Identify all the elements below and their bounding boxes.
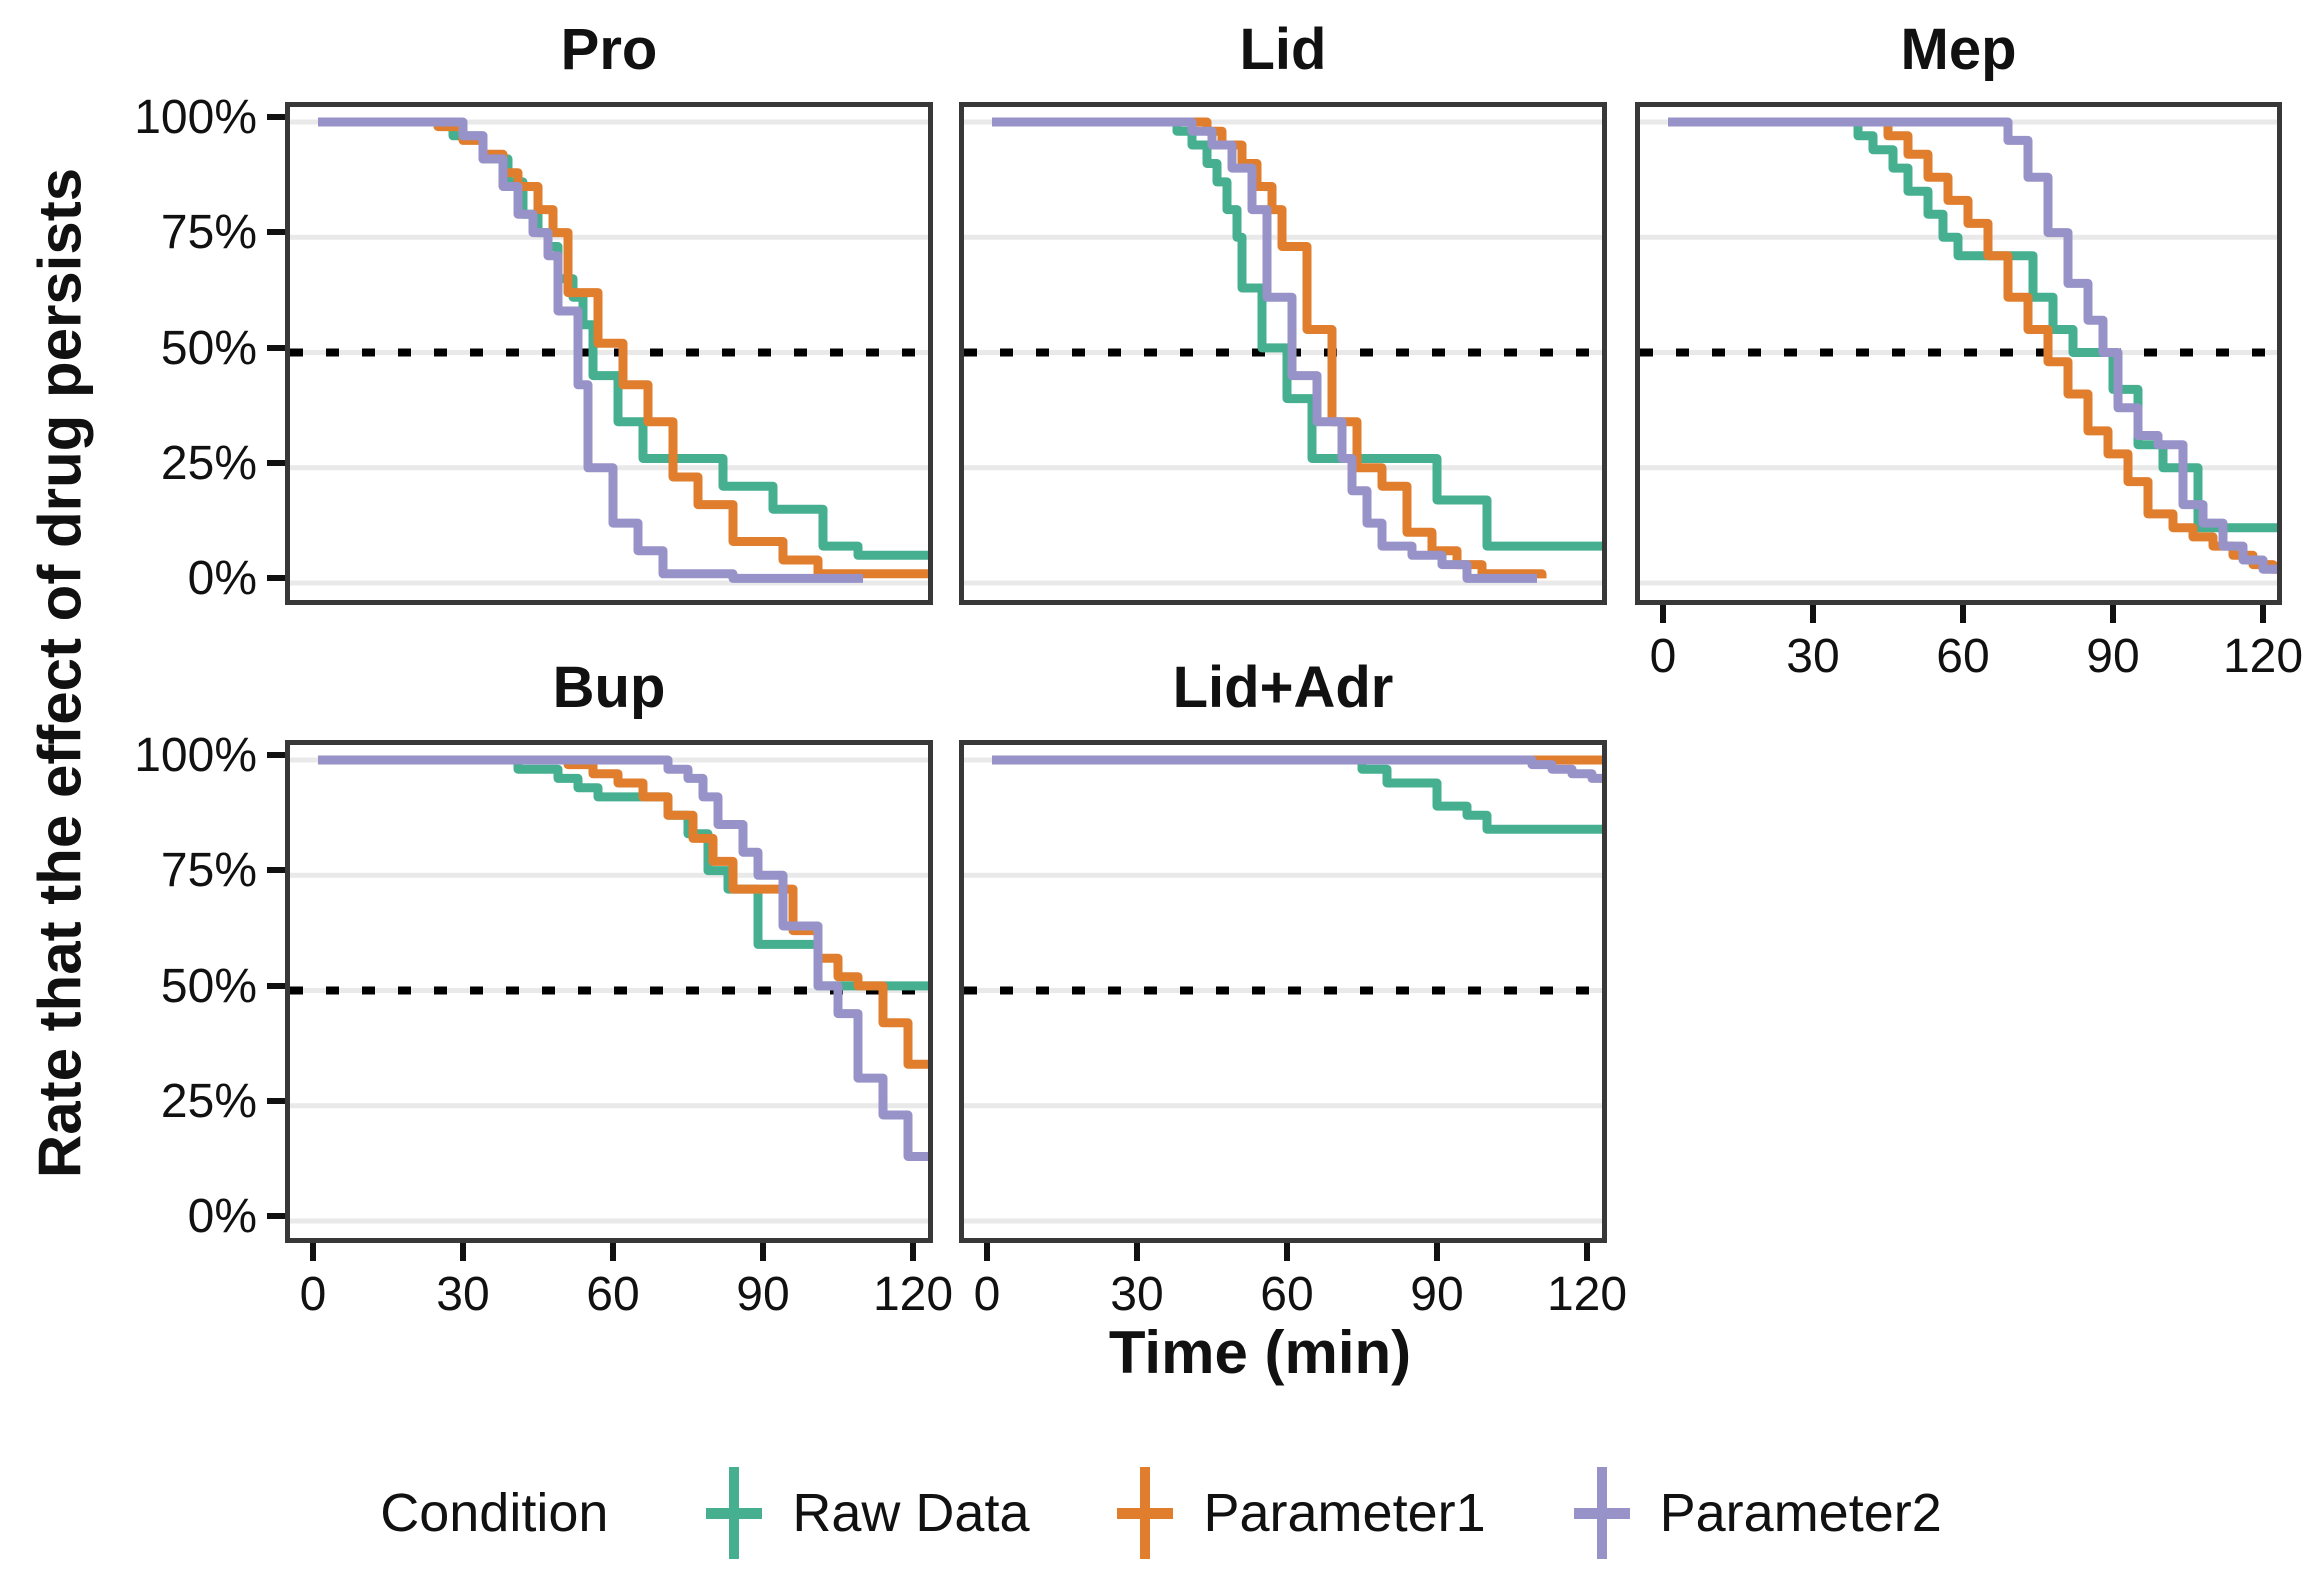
facet-title-pro: Pro <box>560 17 658 82</box>
x-tick-label: 30 <box>1786 630 1840 683</box>
y-tick-mark <box>267 752 285 758</box>
y-tick-mark <box>267 575 285 581</box>
legend-label-parameter1: Parameter1 <box>1203 1482 1486 1543</box>
x-tick-mark <box>610 1243 616 1261</box>
y-tick-mark <box>267 867 285 874</box>
legend-title: Condition <box>380 1482 609 1543</box>
parameter1-key-icon <box>1117 1466 1174 1559</box>
curve-parameter2 <box>318 117 863 583</box>
x-tick-label: 90 <box>1410 1268 1464 1321</box>
panel-plot-bup <box>285 740 933 1243</box>
panel-plot-pro <box>285 102 933 605</box>
x-axis-title: Time (min) <box>1108 1319 1412 1386</box>
x-tick-label: 90 <box>736 1268 790 1321</box>
plot-area <box>964 755 1602 1224</box>
legend-entry-raw-data: Raw Data <box>706 1466 1030 1559</box>
y-tick-label: 75% <box>160 844 257 898</box>
x-tick-label: 90 <box>2086 630 2140 683</box>
legend: Condition Raw Data Parameter1 Parameter2 <box>0 1448 2322 1577</box>
y-axis-title-text: Rate that the effect of drug persists <box>26 167 94 1178</box>
curve-parameter1 <box>318 755 928 1069</box>
y-tick-mark <box>267 1097 285 1104</box>
curve-raw-data <box>992 117 1602 551</box>
x-tick-label: 30 <box>1110 1268 1164 1321</box>
panel-plot-lid <box>959 102 1607 605</box>
x-tick-label: 60 <box>586 1268 640 1321</box>
x-tick-mark <box>910 1243 916 1261</box>
curve-raw-data <box>992 755 1602 834</box>
panel-plot-mep <box>1635 102 2282 605</box>
x-tick-mark <box>984 1243 990 1261</box>
plot-area <box>290 117 928 586</box>
curve-parameter2 <box>992 755 1602 783</box>
curve-parameter2 <box>992 117 1537 583</box>
x-tick-mark <box>2110 605 2116 623</box>
x-tick-mark <box>460 1243 466 1261</box>
y-tick-mark <box>267 459 285 466</box>
raw-data-key-icon <box>706 1466 763 1559</box>
x-tick-label: 120 <box>1546 1268 1628 1321</box>
x-tick-mark <box>1660 605 1666 623</box>
y-tick-mark <box>267 982 285 989</box>
y-tick-label: 0% <box>187 552 257 605</box>
y-tick-mark <box>267 1213 285 1219</box>
curve-parameter1 <box>318 117 928 579</box>
plot-area <box>290 755 928 1224</box>
parameter2-key-icon <box>1573 1466 1630 1559</box>
y-tick-mark <box>267 114 285 120</box>
x-tick-label: 60 <box>1936 630 1990 683</box>
x-tick-mark <box>1960 605 1966 623</box>
x-tick-label: 60 <box>1260 1268 1314 1321</box>
plot-area <box>964 117 1602 586</box>
y-tick-mark <box>267 344 285 351</box>
y-tick-label: 25% <box>160 436 257 490</box>
y-tick-label: 50% <box>160 321 257 375</box>
x-tick-mark <box>1434 1243 1440 1261</box>
y-axis-title: Rate that the effect of drug persists <box>0 102 120 1243</box>
x-tick-label: 120 <box>2222 630 2304 683</box>
x-tick-label: 30 <box>436 1268 490 1321</box>
curve-parameter2 <box>318 755 928 1161</box>
legend-label-raw-data: Raw Data <box>792 1482 1030 1543</box>
curve-parameter1 <box>992 117 1547 579</box>
facet-title-lid-adr: Lid+Adr <box>1172 655 1394 720</box>
x-tick-mark <box>1284 1243 1290 1261</box>
x-tick-mark <box>1134 1243 1140 1261</box>
x-tick-mark <box>310 1243 316 1261</box>
y-tick-label: 75% <box>160 206 257 260</box>
legend-entry-parameter1: Parameter1 <box>1117 1466 1486 1559</box>
y-tick-label: 0% <box>187 1190 257 1243</box>
legend-entry-parameter2: Parameter2 <box>1573 1466 1942 1559</box>
x-tick-label: 0 <box>1649 630 1677 683</box>
x-tick-mark <box>2260 605 2266 623</box>
panel-plot-lid-adr <box>959 740 1607 1243</box>
y-tick-label: 50% <box>160 959 257 1013</box>
x-tick-mark <box>760 1243 766 1261</box>
x-tick-mark <box>1810 605 1816 623</box>
plot-area <box>1640 117 2277 586</box>
y-tick-label: 25% <box>160 1074 257 1128</box>
curve-raw-data <box>318 117 928 560</box>
y-tick-mark <box>267 229 285 236</box>
facet-title-mep: Mep <box>1900 17 2017 82</box>
y-tick-label: 100% <box>134 729 257 782</box>
curve-parameter2 <box>1668 117 2277 574</box>
x-tick-mark <box>1584 1243 1590 1261</box>
facet-title-bup: Bup <box>552 655 666 720</box>
x-tick-label: 0 <box>299 1268 327 1321</box>
y-tick-label: 100% <box>134 91 257 144</box>
x-tick-label: 120 <box>872 1268 954 1321</box>
facet-title-lid: Lid <box>1239 17 1327 82</box>
x-tick-label: 0 <box>973 1268 1001 1321</box>
legend-label-parameter2: Parameter2 <box>1659 1482 1942 1543</box>
